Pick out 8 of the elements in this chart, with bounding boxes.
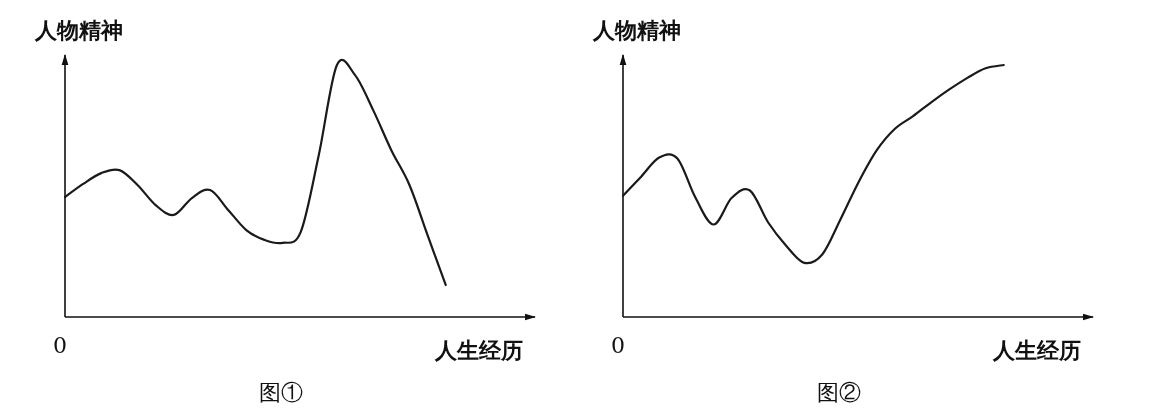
text: 图②: [817, 380, 861, 405]
x-axis-title: 人生经历: [992, 337, 1081, 363]
text: 0: [53, 333, 67, 358]
text: 0: [611, 333, 625, 358]
y-axis-title: 人物精神: [592, 17, 681, 43]
y-axis-title: 人物精神: [34, 17, 123, 43]
text: 图①: [259, 380, 303, 405]
x-axis-title: 人生经历: [434, 337, 523, 363]
